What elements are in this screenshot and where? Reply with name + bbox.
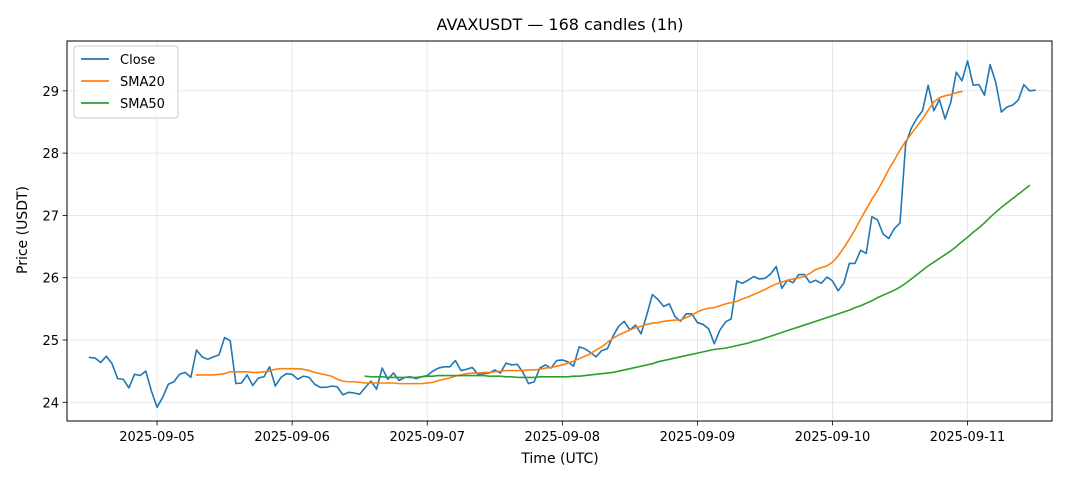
x-tick-label: 2025-09-10 xyxy=(795,430,871,445)
legend-box xyxy=(73,45,179,119)
x-tick-label: 2025-09-06 xyxy=(254,430,330,445)
y-tick-label: 29 xyxy=(42,85,59,100)
plot-frame xyxy=(66,40,1053,422)
tick-layer: 2025-09-05 2025-09-06 2025-09-07 2025-09-08… xyxy=(42,85,1005,445)
series-line-sma20 xyxy=(195,90,963,385)
x-tick-label: 2025-09-09 xyxy=(660,430,736,445)
legend-label-sma50: SMA50 xyxy=(120,97,165,112)
x-axis-label: Time (UTC) xyxy=(520,451,598,467)
x-tick-label: 2025-09-07 xyxy=(389,430,465,445)
y-tick-label: 26 xyxy=(42,272,59,287)
legend-label-close: Close xyxy=(120,53,155,68)
series-line-sma50 xyxy=(364,184,1031,379)
y-tick-label: 24 xyxy=(42,396,59,411)
y-tick-label: 28 xyxy=(42,147,59,162)
grid-layer xyxy=(67,41,1052,421)
legend: Close SMA20 SMA50 xyxy=(73,45,179,119)
x-tick-label: 2025-09-08 xyxy=(525,430,601,445)
series-line-close xyxy=(88,60,1036,409)
x-tick-label: 2025-09-05 xyxy=(119,430,195,445)
x-tick-label: 2025-09-11 xyxy=(930,430,1006,445)
chart-title: AVAXUSDT — 168 candles (1h) xyxy=(437,15,684,34)
y-tick-label: 27 xyxy=(42,209,59,224)
series-layer xyxy=(88,60,1036,409)
y-tick-label: 25 xyxy=(42,334,59,349)
legend-label-sma20: SMA20 xyxy=(120,75,165,90)
y-axis-label: Price (USDT) xyxy=(15,186,31,274)
